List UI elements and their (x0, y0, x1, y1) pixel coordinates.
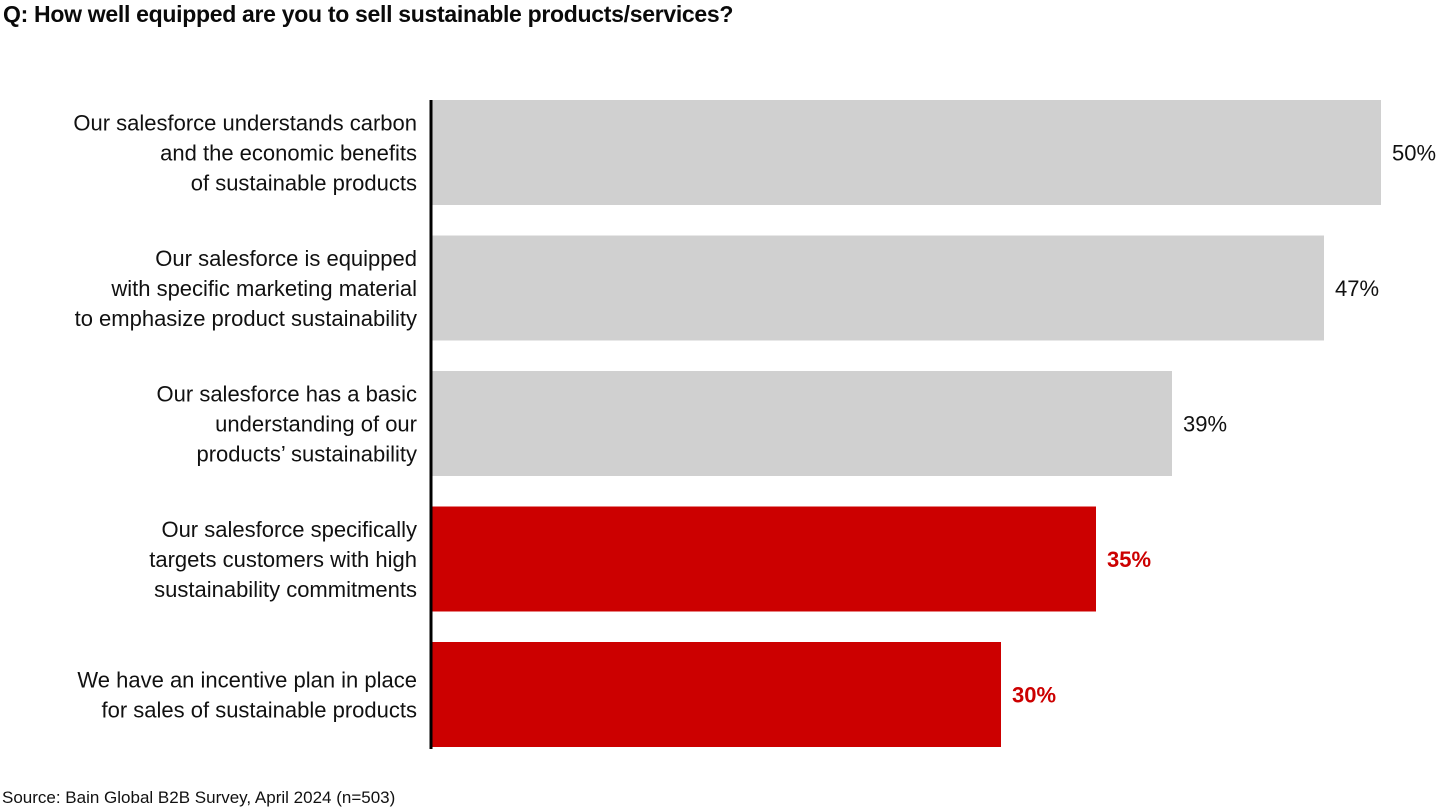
category-label-line: Our salesforce is equipped (155, 246, 417, 271)
category-label-line: products’ sustainability (196, 442, 417, 467)
category-label-line: Our salesforce understands carbon (73, 111, 417, 136)
category-label-line: and the economic benefits (160, 141, 417, 166)
category-label-1: Our salesforce understands carbon and the… (73, 111, 417, 196)
category-label-line: for sales of sustainable products (101, 698, 417, 723)
category-label-line: to emphasize product sustainability (75, 306, 417, 331)
category-label-line: with specific marketing material (110, 276, 417, 301)
value-label-4: 35% (1107, 547, 1151, 572)
category-label-line: Our salesforce has a basic (157, 382, 417, 407)
category-label-2: Our salesforce is equipped with specific … (75, 246, 417, 331)
category-labels-group: Our salesforce understands carbon and the… (73, 111, 417, 723)
category-label-line: sustainability commitments (154, 577, 417, 602)
value-label-2: 47% (1335, 276, 1379, 301)
chart-title: Q: How well equipped are you to sell sus… (3, 1, 734, 27)
value-labels-group: 50% 47% 39% 35% 30% (1012, 141, 1436, 708)
bar-3 (431, 371, 1172, 476)
value-label-5: 30% (1012, 683, 1056, 708)
bar-4 (431, 506, 1096, 612)
bar-1 (431, 100, 1381, 205)
category-label-line: understanding of our (215, 412, 417, 437)
bar-5 (431, 642, 1001, 747)
value-label-3: 39% (1183, 412, 1227, 437)
source-note: Source: Bain Global B2B Survey, April 20… (2, 788, 396, 807)
category-label-3: Our salesforce has a basic understanding … (157, 382, 417, 467)
category-label-line: Our salesforce specifically (161, 517, 417, 542)
bars-group (431, 100, 1381, 747)
value-label-1: 50% (1392, 141, 1436, 166)
category-label-line: We have an incentive plan in place (77, 668, 417, 693)
bar-2 (431, 235, 1324, 341)
category-label-5: We have an incentive plan in place for sa… (77, 668, 417, 723)
category-label-line: of sustainable products (191, 171, 417, 196)
category-label-line: targets customers with high (149, 547, 417, 572)
category-label-4: Our salesforce specifically targets custo… (149, 517, 417, 602)
